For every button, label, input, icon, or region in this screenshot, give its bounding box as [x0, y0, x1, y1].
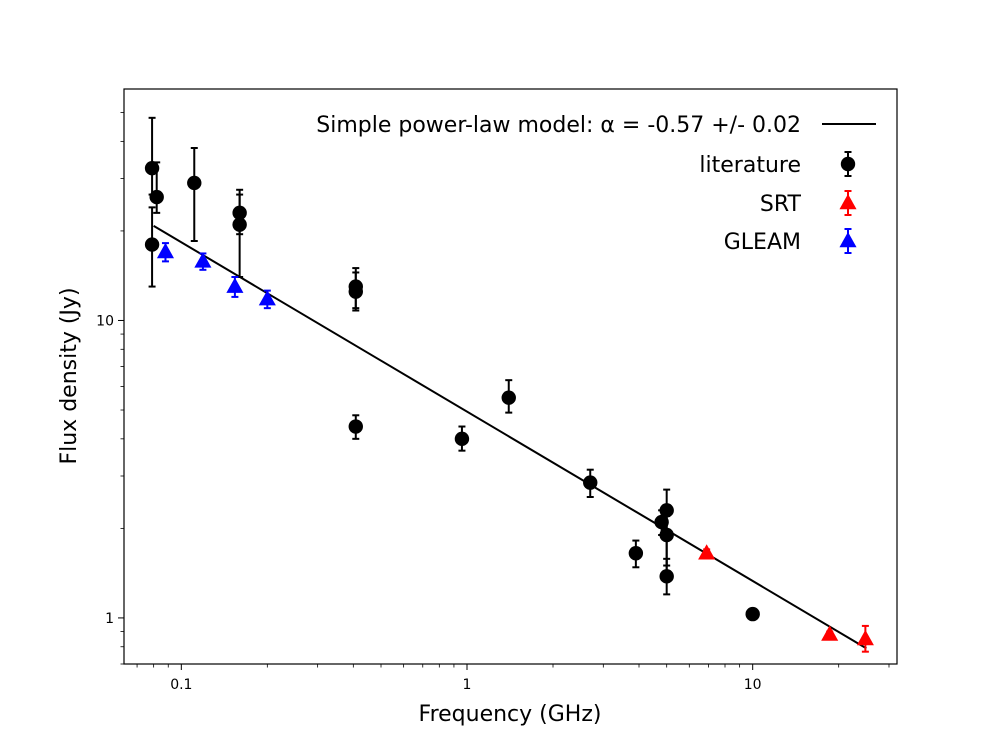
x-tick-label: 1: [463, 677, 472, 693]
literature-point: [659, 569, 674, 584]
literature-point: [454, 431, 470, 447]
literature-point: [659, 527, 674, 543]
literature-series: [144, 116, 760, 622]
axis-ticks: 0.1 1 10 1 10: [96, 112, 890, 693]
legend-triangle-marker: [839, 194, 857, 210]
literature-point: [348, 284, 363, 299]
literature-point: [501, 390, 516, 405]
literature-point: [144, 161, 160, 176]
model-line-group: [153, 224, 867, 650]
legend-label: literature: [699, 153, 801, 178]
legend-label: SRT: [760, 192, 802, 217]
legend-circle-marker: [840, 156, 856, 172]
literature-point: [232, 217, 247, 232]
literature-point: [659, 503, 674, 518]
plot-frame: [123, 88, 898, 665]
literature-point: [583, 475, 598, 490]
literature-point: [149, 189, 164, 205]
srt-point: [821, 625, 839, 641]
power-law-model-line: [153, 224, 867, 650]
gleam-point: [194, 252, 212, 268]
gleam-series: [156, 242, 276, 310]
legend-triangle-marker: [839, 232, 857, 248]
legend-label: GLEAM: [724, 230, 801, 255]
literature-point: [628, 546, 644, 561]
literature-point: [745, 606, 760, 622]
srt-point: [698, 544, 716, 560]
y-tick-label: 10: [96, 313, 114, 329]
gleam-point: [226, 277, 244, 293]
y-tick-label: 1: [105, 611, 114, 627]
legend: Simple power-law model: α = -0.57 +/- 0.…: [316, 113, 876, 255]
literature-point: [187, 175, 202, 191]
legend-label: Simple power-law model: α = -0.57 +/- 0.…: [316, 113, 801, 138]
srt-series: [698, 544, 874, 653]
literature-point: [348, 419, 363, 434]
x-tick-label: 0.1: [170, 677, 192, 693]
gleam-point: [258, 290, 276, 306]
x-tick-label: 10: [744, 677, 762, 693]
y-axis-label: Flux density (Jy): [57, 287, 82, 464]
data-points: [144, 116, 874, 653]
x-axis-label: Frequency (GHz): [419, 702, 602, 727]
literature-point: [654, 514, 669, 530]
literature-point: [144, 237, 160, 252]
srt-point: [856, 629, 874, 646]
gleam-point: [156, 242, 175, 259]
